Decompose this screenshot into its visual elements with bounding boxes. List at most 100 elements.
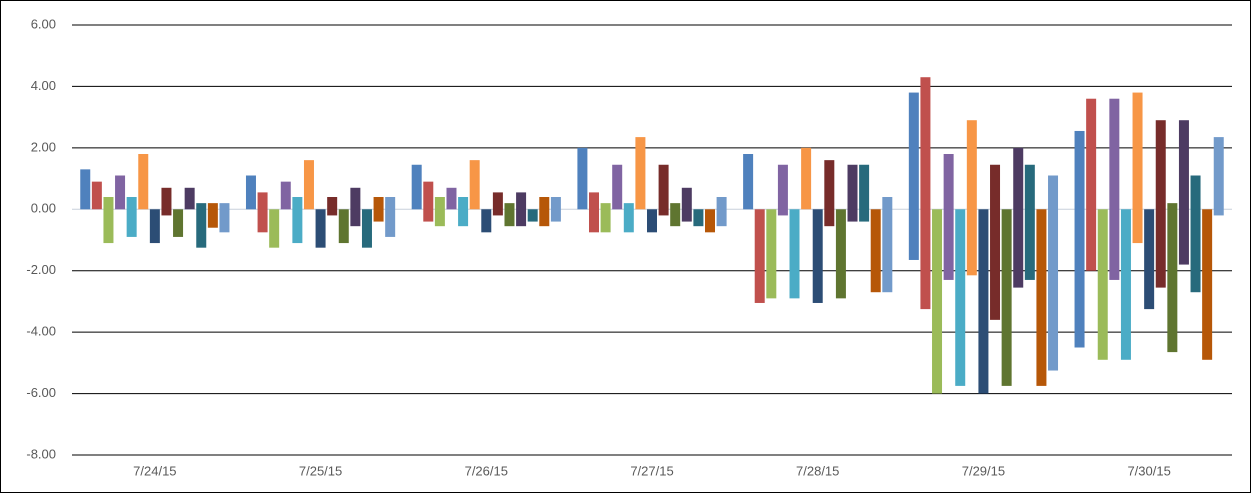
y-tick-label: -2.00 xyxy=(26,262,56,277)
bar xyxy=(1132,92,1143,244)
bar xyxy=(859,164,870,222)
bar xyxy=(978,209,989,394)
bar xyxy=(196,203,207,248)
bar xyxy=(458,197,469,227)
bar xyxy=(481,209,492,233)
bar xyxy=(966,120,977,276)
bar xyxy=(373,197,384,222)
bar xyxy=(126,197,137,237)
bar xyxy=(1202,209,1213,360)
bar xyxy=(812,209,823,303)
bar xyxy=(269,209,280,248)
bar xyxy=(411,164,422,210)
bar xyxy=(338,209,349,244)
y-tick-label: 4.00 xyxy=(31,78,56,93)
bar xyxy=(1120,209,1131,360)
bar xyxy=(423,181,434,222)
bar xyxy=(1178,120,1189,265)
bar xyxy=(1048,175,1059,371)
y-tick-label: 0.00 xyxy=(31,201,56,216)
x-tick-label: 7/30/15 xyxy=(1127,463,1170,478)
bar xyxy=(670,203,681,227)
bar xyxy=(1167,203,1178,353)
bar xyxy=(516,192,527,227)
bar xyxy=(385,197,396,237)
bar xyxy=(777,164,788,216)
bar xyxy=(1013,147,1024,288)
x-tick-label: 7/24/15 xyxy=(133,463,176,478)
bar xyxy=(149,209,160,244)
bar xyxy=(789,209,800,299)
x-tick-label: 7/28/15 xyxy=(796,463,839,478)
bar xyxy=(766,209,777,299)
bar xyxy=(350,187,361,227)
bar xyxy=(824,160,835,227)
y-tick-label: -6.00 xyxy=(26,385,56,400)
x-tick-label: 7/26/15 xyxy=(465,463,508,478)
bar xyxy=(115,175,126,210)
bar xyxy=(705,209,715,233)
bar xyxy=(990,164,1001,320)
y-tick-label: -4.00 xyxy=(26,324,56,339)
bar xyxy=(1001,209,1012,386)
bar xyxy=(1190,175,1201,293)
bar xyxy=(504,203,515,227)
bar xyxy=(847,164,858,222)
bar xyxy=(1086,98,1097,271)
bar xyxy=(920,77,931,310)
bar xyxy=(1109,98,1120,280)
bar xyxy=(1074,130,1085,348)
bar xyxy=(280,181,291,210)
bar xyxy=(743,154,754,210)
bar xyxy=(550,197,561,222)
bar xyxy=(693,209,704,227)
bar xyxy=(932,209,943,394)
bar xyxy=(635,137,646,210)
bar xyxy=(589,192,599,233)
bar xyxy=(835,209,846,299)
bar xyxy=(1213,137,1224,216)
bar xyxy=(943,154,954,280)
bar xyxy=(1155,120,1166,288)
y-tick-label: -8.00 xyxy=(26,446,56,461)
bar xyxy=(801,147,812,210)
bar xyxy=(469,160,480,210)
bar xyxy=(245,175,256,210)
bar xyxy=(647,209,657,233)
bar xyxy=(716,197,727,227)
bar xyxy=(173,209,184,237)
bar xyxy=(138,154,149,210)
bar xyxy=(600,203,611,233)
bar xyxy=(303,160,314,210)
x-tick-label: 7/27/15 xyxy=(630,463,673,478)
bar xyxy=(91,181,102,210)
x-tick-label: 7/25/15 xyxy=(299,463,342,478)
bar xyxy=(315,209,326,248)
y-tick-label: 2.00 xyxy=(31,139,56,154)
bar xyxy=(539,197,550,227)
bar xyxy=(658,164,669,216)
bar xyxy=(870,209,881,293)
bar xyxy=(292,197,303,244)
bar xyxy=(207,203,218,228)
bar xyxy=(184,187,195,210)
bar xyxy=(492,192,503,216)
bar xyxy=(327,197,338,216)
bar xyxy=(361,209,372,248)
bar xyxy=(1036,209,1047,386)
bar xyxy=(434,197,445,227)
bar xyxy=(1144,209,1155,310)
bar xyxy=(612,164,623,210)
bar xyxy=(527,209,538,222)
bar xyxy=(623,203,634,233)
bar xyxy=(1097,209,1108,360)
bar xyxy=(219,203,230,233)
y-tick-label: 6.00 xyxy=(31,16,56,31)
bar xyxy=(577,147,588,210)
bar xyxy=(882,197,893,293)
bar xyxy=(754,209,765,303)
bar xyxy=(80,169,91,210)
bar xyxy=(955,209,966,386)
